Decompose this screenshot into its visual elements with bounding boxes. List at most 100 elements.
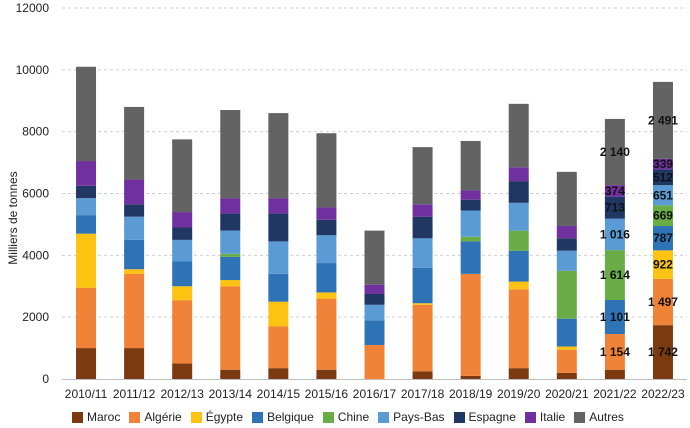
data-label-italie-2021-22: 374 xyxy=(605,184,625,198)
bar-belgique-2014-15 xyxy=(268,273,289,302)
bar-espagne-2021-22 xyxy=(604,196,625,219)
bar-espagne-2015-16 xyxy=(316,219,337,236)
bar-algerie-2018-19 xyxy=(460,273,481,376)
bar-italie-2017-18 xyxy=(412,204,433,217)
y-tick-label: 6000 xyxy=(22,187,49,201)
bar-egypte-2017-18 xyxy=(412,303,433,305)
bar-espagne-2018-19 xyxy=(460,199,481,211)
bar-belgique-2012-13 xyxy=(172,261,193,287)
bar-maroc-2017-18 xyxy=(412,371,433,379)
bar-belgique-2022-23 xyxy=(652,226,673,251)
bar-italie-2010-11 xyxy=(76,161,97,186)
bar-italie-2012-13 xyxy=(172,212,193,228)
y-tick-label: 10000 xyxy=(16,63,50,77)
y-tick-label: 4000 xyxy=(22,248,49,262)
x-tick-label: 2011/12 xyxy=(113,387,156,401)
legend-label: Maroc xyxy=(87,410,121,424)
bar-pays-bas-2019-20 xyxy=(508,202,529,231)
data-label-autres-2021-22: 2 140 xyxy=(600,145,630,159)
bar-egypte-2014-15 xyxy=(268,301,289,327)
legend-label: Pays-Bas xyxy=(393,410,445,424)
legend-swatch xyxy=(453,411,465,423)
bar-pays-bas-2012-13 xyxy=(172,239,193,262)
bar-chine-2019-20 xyxy=(508,230,529,251)
legend-swatch xyxy=(524,411,536,423)
x-tick-label: 2015/16 xyxy=(305,387,349,401)
data-label-espagne-2021-22: 713 xyxy=(605,201,625,215)
bar-maroc-2019-20 xyxy=(508,368,529,379)
bar-pays-bas-2017-18 xyxy=(412,238,433,268)
bar-algerie-2016-17 xyxy=(364,344,385,379)
data-label-espagne-2022-23: 512 xyxy=(653,170,673,184)
bar-italie-2019-20 xyxy=(508,167,529,182)
bar-egypte-2011-12 xyxy=(124,269,145,274)
legend-item-espagne: Espagne xyxy=(453,410,516,424)
bar-autres-2014-15 xyxy=(268,113,289,199)
bar-maroc-2012-13 xyxy=(172,363,193,379)
bar-belgique-2015-16 xyxy=(316,263,337,293)
bar-chine-2020-21 xyxy=(556,270,577,319)
bar-belgique-2010-11 xyxy=(76,215,97,234)
bar-espagne-2022-23 xyxy=(652,169,673,186)
bar-pays-bas-2016-17 xyxy=(364,304,385,321)
bar-algerie-2013-14 xyxy=(220,286,241,370)
bar-algerie-2020-21 xyxy=(556,349,577,373)
x-tick-label: 2014/15 xyxy=(257,387,301,401)
legend: Maroc Algérie Égypte Belgique Chine Pays-Bas E… xyxy=(72,410,633,424)
legend-item-egypte: Égypte xyxy=(190,410,243,424)
y-tick-label: 12000 xyxy=(16,1,50,15)
bar-maroc-2011-12 xyxy=(124,348,145,379)
bar-autres-2015-16 xyxy=(316,133,337,208)
bar-espagne-2014-15 xyxy=(268,213,289,242)
bar-chine-2018-19 xyxy=(460,236,481,242)
bar-autres-2017-18 xyxy=(412,147,433,205)
bar-espagne-2011-12 xyxy=(124,204,145,217)
data-label-autres-2022-23: 2 491 xyxy=(648,113,678,127)
bar-algerie-2019-20 xyxy=(508,289,529,369)
x-tick-label: 2021/22 xyxy=(593,387,637,401)
y-axis-ticks: 0 2000 4000 6000 8000 10000 12000 xyxy=(16,1,50,386)
data-label-belgique-2022-23: 787 xyxy=(653,231,673,245)
x-tick-label: 2017/18 xyxy=(401,387,445,401)
bar-autres-2021-22 xyxy=(604,118,625,186)
bar-egypte-2020-21 xyxy=(556,346,577,350)
bar-italie-2016-17 xyxy=(364,284,385,294)
legend-swatch xyxy=(322,411,334,423)
legend-swatch xyxy=(574,411,586,423)
bar-belgique-2021-22 xyxy=(604,300,625,335)
legend-swatch xyxy=(190,411,202,423)
legend-label: Espagne xyxy=(468,410,516,424)
bar-chine-2013-14 xyxy=(220,253,241,257)
bar-italie-2011-12 xyxy=(124,179,145,205)
bar-pays-bas-2018-19 xyxy=(460,210,481,237)
bar-maroc-2015-16 xyxy=(316,369,337,379)
bar-espagne-2016-17 xyxy=(364,293,385,305)
x-tick-label: 2018/19 xyxy=(449,387,493,401)
bar-maroc-2010-11 xyxy=(76,348,97,379)
legend-item-italie: Italie xyxy=(524,410,565,424)
bars xyxy=(76,66,673,379)
bar-belgique-2020-21 xyxy=(556,318,577,347)
bar-egypte-2013-14 xyxy=(220,280,241,287)
bar-autres-2022-23 xyxy=(652,81,673,159)
x-tick-label: 2022/23 xyxy=(641,387,685,401)
bar-egypte-2010-11 xyxy=(76,233,97,288)
bar-italie-2020-21 xyxy=(556,225,577,239)
bar-algerie-2014-15 xyxy=(268,326,289,369)
bar-algerie-2011-12 xyxy=(124,273,145,349)
legend-label: Algérie xyxy=(144,410,182,424)
legend-swatch xyxy=(378,411,390,423)
bar-algerie-2021-22 xyxy=(604,334,625,370)
bar-autres-2010-11 xyxy=(76,66,97,162)
bar-algerie-2017-18 xyxy=(412,304,433,372)
legend-swatch xyxy=(129,411,141,423)
data-label-belgique-2021-22: 1 101 xyxy=(600,310,630,324)
bar-autres-2012-13 xyxy=(172,139,193,213)
x-tick-label: 2012/13 xyxy=(160,387,204,401)
data-labels: 1 154 1 101 1 614 1 016 713 374 2 140 1 742 1 49… xyxy=(600,113,678,359)
x-tick-label: 2019/20 xyxy=(497,387,541,401)
bar-autres-2016-17 xyxy=(364,230,385,285)
legend-swatch xyxy=(72,411,83,423)
bar-italie-2018-19 xyxy=(460,190,481,200)
